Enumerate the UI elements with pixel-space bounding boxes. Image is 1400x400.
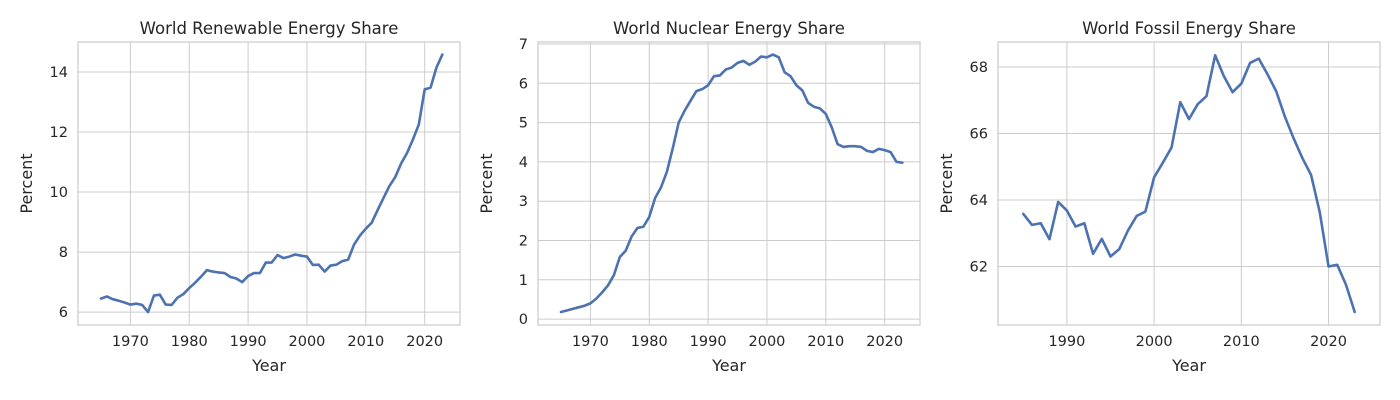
plot-frame — [997, 41, 1381, 326]
chart-title: World Fossil Energy Share — [1082, 19, 1296, 38]
y-tick-label: 14 — [50, 65, 68, 81]
series-line — [559, 53, 904, 314]
y-tick-label: 12 — [50, 125, 68, 141]
x-tick-label: 2000 — [289, 334, 326, 350]
y-tick-label: 10 — [50, 185, 68, 201]
y-tick-label: 5 — [519, 116, 528, 132]
x-tick-label: 1990 — [690, 334, 727, 350]
x-tick-label: 2010 — [347, 334, 384, 350]
series-line — [99, 53, 444, 314]
chart-panel-3: 1990 2000 2010 2020 62 64 66 68 World Fossil Ene… — [937, 19, 1381, 375]
y-tick-label: 66 — [970, 126, 988, 142]
plot-frame — [537, 41, 921, 326]
x-axis-label: Year — [711, 356, 746, 375]
y-tick-label: 4 — [519, 155, 528, 171]
y-tick-label: 3 — [519, 194, 528, 210]
x-tick-label: 2020 — [866, 334, 903, 350]
x-tick-label: 1980 — [171, 334, 208, 350]
x-tick-label: 2000 — [749, 334, 786, 350]
plot-frame — [77, 41, 461, 326]
y-axis-label: Percent — [477, 153, 496, 213]
y-tick-label: 0 — [519, 312, 528, 328]
chart-title: World Nuclear Energy Share — [613, 19, 845, 38]
x-tick-label: 1990 — [1048, 334, 1085, 350]
x-tick-label: 1980 — [631, 334, 668, 350]
y-tick-label: 2 — [519, 233, 528, 249]
x-tick-label: 2020 — [406, 334, 443, 350]
x-tick-label: 2010 — [807, 334, 844, 350]
y-tick-label: 7 — [519, 37, 528, 53]
y-tick-label: 1 — [519, 273, 528, 289]
y-tick-label: 62 — [970, 259, 988, 275]
x-tick-label: 1970 — [572, 334, 609, 350]
series-line — [1021, 53, 1357, 314]
y-tick-label: 68 — [970, 60, 988, 76]
y-tick-label: 64 — [970, 193, 988, 209]
x-axis-label: Year — [1171, 356, 1206, 375]
y-tick-label: 8 — [59, 245, 68, 261]
y-axis-label: Percent — [17, 153, 36, 213]
chart-panel-1: 1970 1980 1990 2000 2010 2020 6 8 10 12 14 World Re… — [17, 19, 461, 375]
x-tick-label: 2000 — [1136, 334, 1173, 350]
y-tick-label: 6 — [519, 76, 528, 92]
x-tick-label: 2020 — [1310, 334, 1347, 350]
x-axis-label: Year — [251, 356, 286, 375]
y-axis-label: Percent — [937, 153, 956, 213]
x-tick-label: 1970 — [112, 334, 149, 350]
y-tick-label: 6 — [59, 305, 68, 321]
chart-title: World Renewable Energy Share — [140, 19, 399, 38]
x-tick-label: 1990 — [230, 334, 267, 350]
chart-panel-2: 1970 1980 1990 2000 2010 2020 0 1 2 3 4 5 6 7 World Nu… — [477, 19, 921, 375]
x-tick-label: 2010 — [1223, 334, 1260, 350]
